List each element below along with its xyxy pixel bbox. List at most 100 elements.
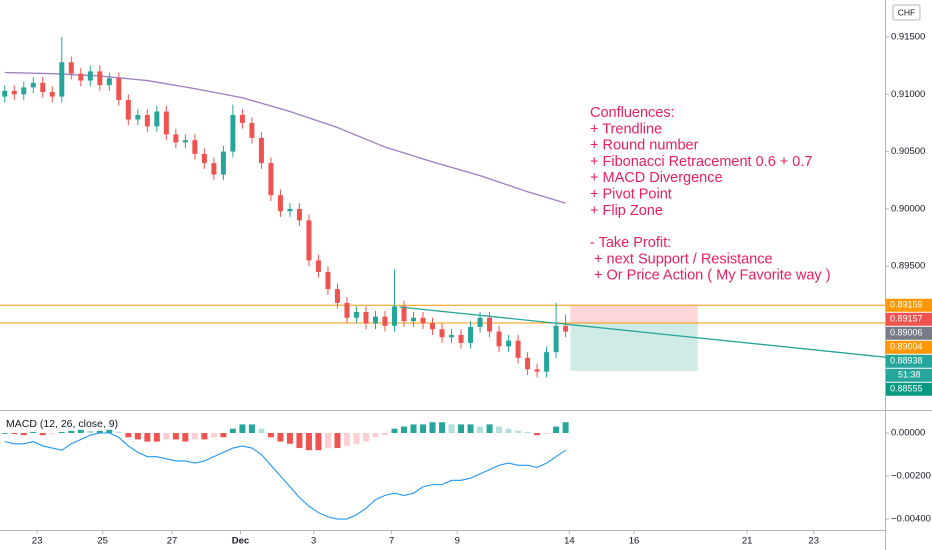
- annotation-line: + Or Price Action ( My Favorite way ): [590, 268, 831, 284]
- histogram-bar: [505, 428, 512, 434]
- annotation-line: + Fibonacci Retracement 0.6 + 0.7: [590, 154, 812, 170]
- y-tick-label: 0.91500: [891, 32, 925, 43]
- x-tick-label: 27: [167, 536, 178, 547]
- histogram-bar: [372, 433, 379, 438]
- price-label: 0.88555: [890, 384, 923, 394]
- histogram-bar: [381, 433, 388, 436]
- price-label-box: [886, 382, 932, 396]
- histogram-bar: [420, 424, 427, 434]
- annotation-line: Confluences:: [590, 105, 675, 121]
- histogram-bar: [172, 433, 179, 440]
- candle-body: [68, 62, 74, 74]
- price-label: 0.88938: [890, 356, 923, 366]
- candle-body: [144, 114, 150, 127]
- histogram-bar: [515, 430, 522, 434]
- histogram-bar: [11, 433, 18, 435]
- y-tick-label: 0.00000: [891, 428, 925, 439]
- candle-body: [325, 271, 331, 290]
- candle-body: [468, 326, 474, 343]
- histogram-bar: [153, 433, 160, 442]
- y-tick-label: −0.00200: [891, 471, 931, 482]
- histogram-bar: [534, 433, 541, 436]
- histogram-bar: [524, 431, 531, 434]
- histogram-bar: [439, 422, 446, 434]
- candle-body: [40, 82, 46, 93]
- histogram-bar: [229, 428, 236, 434]
- histogram-bar: [477, 426, 484, 434]
- histogram-bar: [401, 426, 408, 434]
- price-label: 0.89159: [890, 300, 923, 310]
- candle-body: [344, 302, 350, 318]
- candle-body: [401, 306, 407, 322]
- histogram-bar: [296, 433, 303, 449]
- candle-body: [78, 73, 84, 81]
- histogram-bar: [1, 433, 8, 434]
- currency-box[interactable]: [892, 4, 921, 21]
- price-label-box: [886, 354, 932, 368]
- candle-body: [49, 92, 55, 97]
- candle-body: [135, 114, 141, 120]
- histogram-bar: [96, 430, 103, 434]
- histogram-bar: [324, 433, 331, 449]
- candle-body: [239, 114, 245, 123]
- histogram-bar: [362, 433, 369, 442]
- candle-body: [287, 208, 293, 212]
- histogram-bar: [543, 433, 550, 435]
- histogram-bar: [486, 424, 493, 434]
- histogram-bar: [220, 433, 227, 438]
- plot-layer: [0, 37, 885, 520]
- histogram-bar: [286, 433, 293, 444]
- histogram-bar: [267, 433, 274, 438]
- annotation-line: + MACD Divergence: [590, 170, 723, 186]
- candle-body: [154, 111, 160, 127]
- histogram-bar: [553, 426, 560, 434]
- histogram-bar: [277, 433, 284, 442]
- candle-body: [506, 340, 512, 347]
- histogram-bar: [125, 433, 132, 438]
- candle-body: [430, 323, 436, 330]
- price-label: 0.89006: [890, 328, 923, 338]
- histogram-bar: [458, 424, 465, 434]
- candle-body: [97, 71, 103, 86]
- candle-body: [192, 140, 198, 154]
- countdown-box: [886, 368, 932, 382]
- histogram-bar: [68, 430, 75, 434]
- candle-body: [220, 151, 226, 175]
- candle-body: [515, 340, 521, 358]
- candle-body: [563, 325, 569, 332]
- macd-title: MACD (12, 26, close, 9): [6, 418, 118, 430]
- candle-body: [201, 153, 207, 164]
- histogram-bar: [201, 433, 208, 440]
- candle-body: [458, 334, 464, 343]
- histogram-bar: [39, 433, 46, 436]
- histogram-bar: [49, 433, 56, 435]
- histogram-bar: [305, 433, 312, 451]
- price-label-box: [886, 298, 932, 312]
- candle-body: [544, 352, 550, 372]
- candle-body: [553, 325, 559, 353]
- histogram-bar: [30, 431, 37, 434]
- candle-body: [411, 317, 417, 322]
- histogram-bar: [239, 424, 246, 434]
- candle-body: [334, 289, 340, 303]
- x-tick-label: 7: [389, 536, 394, 547]
- annotation-line: - Take Profit:: [590, 235, 671, 251]
- candle-body: [496, 331, 502, 347]
- histogram-bar: [87, 430, 94, 434]
- candle-body: [363, 312, 369, 324]
- candle-body: [487, 317, 493, 332]
- histogram-bar: [315, 433, 322, 451]
- x-tick-label: Dec: [232, 536, 249, 547]
- candle-body: [30, 82, 36, 88]
- candle-body: [391, 306, 397, 326]
- histogram-bar: [144, 433, 151, 442]
- candle-body: [382, 316, 388, 326]
- stop-zone: [570, 305, 698, 324]
- target-zone: [570, 323, 698, 371]
- price-label-box: [886, 312, 932, 326]
- histogram-bar: [334, 433, 341, 449]
- candle-body: [173, 134, 179, 143]
- candle-body: [306, 220, 312, 261]
- candle-body: [315, 260, 321, 272]
